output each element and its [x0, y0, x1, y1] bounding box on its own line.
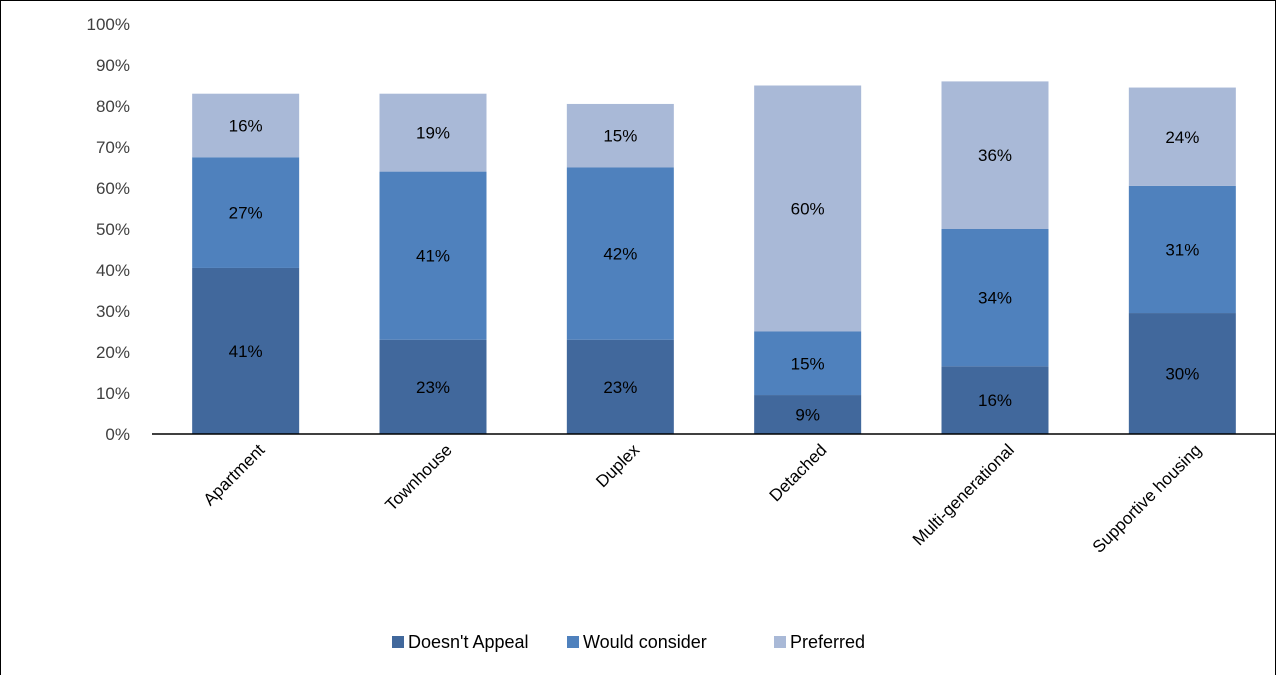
y-tick-label: 90% — [96, 56, 130, 75]
y-tick-label: 60% — [96, 179, 130, 198]
legend-swatch — [567, 636, 579, 648]
y-tick-label: 70% — [96, 138, 130, 157]
data-label: 34% — [978, 289, 1012, 308]
data-label: 15% — [603, 127, 637, 146]
y-tick-label: 20% — [96, 343, 130, 362]
legend: Doesn't Appeal Would consider Preferred — [392, 632, 865, 652]
data-label: 24% — [1165, 128, 1199, 147]
data-label: 9% — [795, 406, 820, 425]
bar-segment — [941, 229, 1049, 367]
bar-segment — [754, 331, 862, 396]
x-axis-category-labels: Apartment Townhouse Duplex Detached Multi-ge… — [200, 440, 1206, 557]
legend-label: Doesn't Appeal — [408, 632, 529, 652]
data-label: 41% — [229, 342, 263, 361]
data-label: 41% — [416, 247, 450, 266]
y-tick-label: 100% — [87, 15, 130, 34]
legend-swatch — [774, 636, 786, 648]
bar-segment — [379, 339, 487, 434]
category-label: Apartment — [200, 440, 269, 509]
data-label: 16% — [978, 391, 1012, 410]
data-label: 19% — [416, 124, 450, 143]
bar-segment — [379, 171, 487, 340]
y-axis-tick-labels: 0% 10% 20% 30% 40% 50% 60% 70% 80% 90% 100% — [87, 15, 130, 444]
category-label: Multi-generational — [909, 440, 1018, 549]
bar-segment — [754, 85, 862, 332]
legend-swatch — [392, 636, 404, 648]
legend-label: Would consider — [583, 632, 707, 652]
y-tick-label: 80% — [96, 97, 130, 116]
bar-segment — [566, 339, 674, 434]
category-label: Detached — [766, 440, 831, 505]
bar-segment — [1128, 87, 1236, 186]
data-label: 27% — [229, 204, 263, 223]
data-label: 42% — [603, 245, 637, 264]
data-label: 23% — [416, 378, 450, 397]
category-label: Duplex — [592, 440, 643, 491]
data-labels: 41% 27% 16% 23% 41% 19% 23% 42% 15% 9% 15% 60% 16% 34… — [229, 116, 1200, 424]
bar-segment — [192, 267, 300, 434]
bar-segment — [192, 157, 300, 268]
bar-segment — [379, 93, 487, 172]
data-label: 31% — [1165, 241, 1199, 260]
data-label: 23% — [603, 378, 637, 397]
legend-label: Preferred — [790, 632, 865, 652]
data-label: 36% — [978, 146, 1012, 165]
bar-marks — [192, 81, 1236, 434]
bar-segment — [754, 395, 862, 434]
bar-segment — [566, 103, 674, 168]
y-tick-label: 10% — [96, 384, 130, 403]
data-label: 60% — [791, 200, 825, 219]
data-label: 16% — [229, 116, 263, 135]
y-tick-label: 50% — [96, 220, 130, 239]
bar-segment — [941, 366, 1049, 434]
bar-segment — [192, 93, 300, 158]
bar-segment — [941, 81, 1049, 230]
bar-segment — [566, 167, 674, 340]
category-label: Supportive housing — [1089, 440, 1205, 556]
y-tick-label: 40% — [96, 261, 130, 280]
data-label: 15% — [791, 354, 825, 373]
data-label: 30% — [1165, 365, 1199, 384]
bar-segment — [1128, 313, 1236, 434]
category-label: Townhouse — [382, 440, 456, 514]
bar-segment — [1128, 185, 1236, 314]
y-tick-label: 30% — [96, 302, 130, 321]
y-tick-label: 0% — [105, 425, 130, 444]
